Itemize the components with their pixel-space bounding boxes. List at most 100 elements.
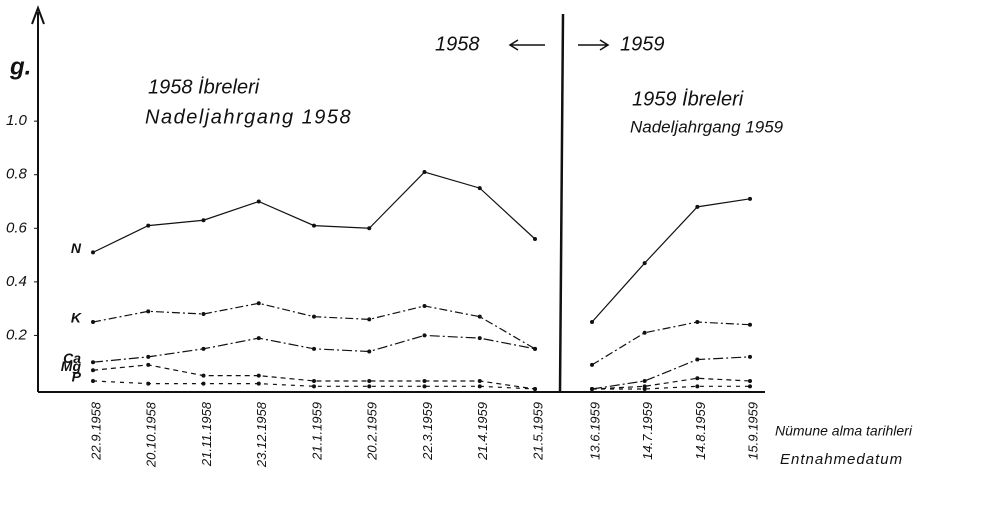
x-tick-label: 20.10.1958: [144, 401, 159, 468]
series-label: Mg: [61, 358, 82, 374]
point: [201, 381, 206, 386]
x-tick-label: 21.1.1959: [309, 402, 324, 461]
point: [312, 223, 316, 228]
point: [91, 360, 95, 365]
series-line: [591, 356, 751, 390]
point: [422, 384, 427, 389]
point: [146, 362, 151, 367]
point: [695, 320, 700, 325]
point: [256, 381, 261, 386]
point: [312, 384, 316, 389]
point: [256, 336, 261, 341]
point: [201, 346, 206, 351]
point: [477, 384, 482, 389]
series-line: [92, 364, 536, 390]
chart-subtitle: Nadeljahrgang 1959: [630, 117, 784, 136]
point: [367, 226, 372, 231]
point: [695, 376, 700, 381]
y-axis-label: g.: [9, 53, 31, 80]
point: [533, 387, 537, 391]
point: [91, 250, 95, 255]
y-tick-label: 0.6: [6, 219, 28, 236]
point: [312, 314, 316, 319]
point: [695, 357, 700, 362]
point: [367, 317, 372, 322]
point: [477, 378, 482, 383]
point: [312, 378, 316, 383]
point: [256, 199, 261, 204]
point: [748, 384, 752, 389]
era-label: 1959: [620, 33, 665, 55]
series-label: Ca: [63, 350, 81, 366]
point: [695, 384, 700, 389]
point: [477, 186, 482, 191]
series-label: N: [71, 240, 82, 256]
point: [201, 373, 206, 378]
x-tick-label: 14.7.1959: [640, 402, 655, 460]
point: [642, 330, 647, 335]
x-tick-label: 22.9.1958: [88, 401, 103, 461]
point: [590, 320, 594, 325]
arrow-right: [578, 39, 610, 51]
point: [422, 170, 427, 175]
x-axis-label: Nümune alma tarihleri: [775, 423, 913, 439]
y-tick-label: 0.8: [6, 166, 28, 183]
y-tick-label: 1.0: [6, 112, 28, 129]
point: [748, 196, 752, 201]
x-tick-label: 23.12.1958: [254, 401, 269, 468]
divider: [558, 13, 565, 393]
arrow-left: [508, 39, 545, 51]
point: [201, 312, 206, 316]
chart-title: 1958 İbreleri: [148, 76, 260, 98]
series-line: [92, 171, 536, 253]
series-line: [591, 377, 751, 390]
point: [422, 303, 427, 308]
point: [642, 378, 647, 383]
era-label: 1958: [435, 33, 480, 55]
x-tick-label: 21.11.1958: [199, 401, 214, 467]
series-label: P: [72, 369, 82, 385]
series-line: [92, 380, 536, 390]
y-axis-arrow: [31, 5, 45, 25]
x-tick-label: 20.2.1959: [365, 402, 380, 461]
x-tick-label: 13.6.1959: [587, 402, 602, 460]
point: [146, 354, 151, 359]
y-tick-label: 0.2: [6, 326, 28, 343]
point: [422, 333, 427, 338]
series-line: [592, 385, 750, 390]
point: [256, 373, 261, 378]
point: [312, 346, 316, 351]
x-tick-label: 14.8.1959: [693, 402, 708, 460]
point: [146, 223, 151, 228]
point: [256, 301, 261, 306]
point: [533, 237, 537, 241]
x-tick-label: 21.5.1959: [530, 402, 545, 461]
point: [748, 354, 752, 359]
point: [422, 378, 427, 383]
point: [748, 378, 752, 383]
chart-subtitle: Nadeljahrgang 1958: [145, 106, 352, 128]
point: [367, 349, 372, 354]
series-line: [591, 198, 751, 323]
point: [477, 314, 482, 319]
point: [642, 387, 647, 391]
point: [695, 204, 700, 209]
point: [91, 378, 95, 383]
point: [146, 309, 151, 314]
point: [477, 336, 482, 341]
chart-title: 1959 İbreleri: [632, 88, 744, 110]
point: [91, 320, 95, 325]
x-tick-label: 22.3.1959: [420, 402, 435, 461]
point: [201, 218, 206, 223]
series-label: K: [71, 310, 82, 326]
x-tick-label: 21.4.1959: [475, 402, 490, 461]
point: [748, 322, 752, 327]
x-axis-label: Entnahmedatum: [780, 451, 903, 468]
point: [146, 381, 151, 386]
x-tick-label: 15.9.1959: [745, 402, 760, 460]
y-tick-label: 0.4: [6, 273, 27, 290]
point: [533, 346, 537, 351]
point: [91, 368, 95, 373]
point: [367, 378, 372, 383]
